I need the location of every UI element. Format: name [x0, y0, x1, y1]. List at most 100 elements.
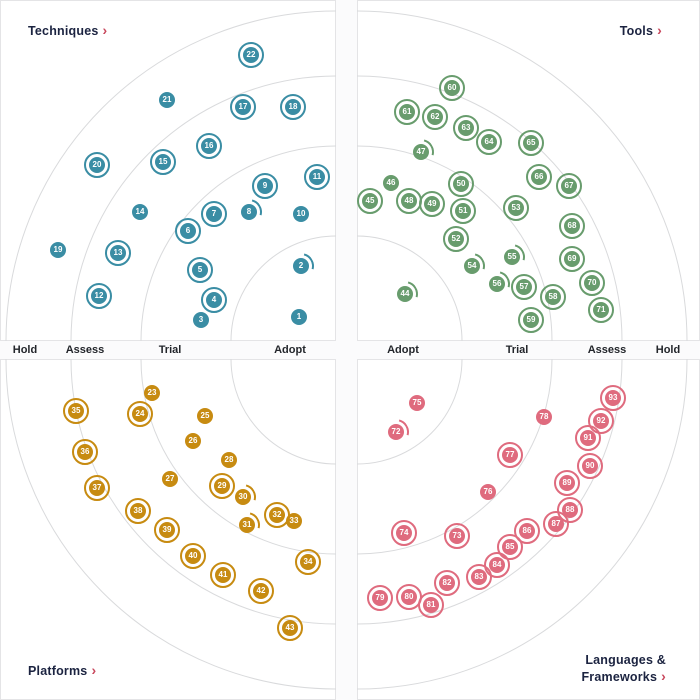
- blip[interactable]: 76: [480, 484, 496, 500]
- blip[interactable]: 30: [235, 489, 251, 505]
- quadrant-link-platforms[interactable]: Platforms ›: [28, 662, 96, 678]
- blip[interactable]: 58: [540, 284, 566, 310]
- blip[interactable]: 68: [559, 213, 585, 239]
- blip[interactable]: 23: [144, 385, 160, 401]
- blip[interactable]: 50: [448, 171, 474, 197]
- blip[interactable]: 79: [367, 585, 393, 611]
- blip[interactable]: 13: [105, 240, 131, 266]
- blip[interactable]: 27: [162, 471, 178, 487]
- blip[interactable]: 52: [443, 226, 469, 252]
- blip[interactable]: 39: [154, 517, 180, 543]
- blip[interactable]: 40: [180, 543, 206, 569]
- blip[interactable]: 70: [579, 270, 605, 296]
- blip[interactable]: 62: [422, 104, 448, 130]
- blip[interactable]: 89: [554, 470, 580, 496]
- blip[interactable]: 80: [396, 584, 422, 610]
- blip[interactable]: 20: [84, 152, 110, 178]
- blip[interactable]: 49: [419, 191, 445, 217]
- blip[interactable]: 74: [391, 520, 417, 546]
- blip[interactable]: 41: [210, 562, 236, 588]
- blip[interactable]: 32: [264, 502, 290, 528]
- blip[interactable]: 90: [577, 453, 603, 479]
- blip[interactable]: 63: [453, 115, 479, 141]
- blip[interactable]: 46: [383, 175, 399, 191]
- blip[interactable]: 28: [221, 452, 237, 468]
- blip[interactable]: 64: [476, 129, 502, 155]
- blip[interactable]: 11: [304, 164, 330, 190]
- blip[interactable]: 18: [280, 94, 306, 120]
- blip[interactable]: 45: [357, 188, 383, 214]
- blip[interactable]: 6: [175, 218, 201, 244]
- blip[interactable]: 86: [514, 518, 540, 544]
- blip[interactable]: 1: [291, 309, 307, 325]
- blip[interactable]: 83: [466, 564, 492, 590]
- blip[interactable]: 85: [497, 534, 523, 560]
- blip[interactable]: 36: [72, 439, 98, 465]
- blip[interactable]: 48: [396, 188, 422, 214]
- blip[interactable]: 26: [185, 433, 201, 449]
- blip[interactable]: 35: [63, 398, 89, 424]
- blip[interactable]: 84: [484, 552, 510, 578]
- blip[interactable]: 88: [557, 497, 583, 523]
- blip[interactable]: 21: [159, 92, 175, 108]
- ring-arc: [140, 145, 337, 342]
- blip[interactable]: 56: [489, 276, 505, 292]
- blip[interactable]: 7: [201, 201, 227, 227]
- blip[interactable]: 4: [201, 287, 227, 313]
- ring-label-adopt-right: Adopt: [387, 344, 419, 356]
- blip[interactable]: 10: [293, 206, 309, 222]
- blip[interactable]: 78: [536, 409, 552, 425]
- blip[interactable]: 38: [125, 498, 151, 524]
- blip[interactable]: 19: [50, 242, 66, 258]
- blip[interactable]: 87: [543, 511, 569, 537]
- blip[interactable]: 55: [504, 249, 520, 265]
- blip[interactable]: 51: [450, 198, 476, 224]
- blip[interactable]: 29: [209, 473, 235, 499]
- blip[interactable]: 59: [518, 307, 544, 333]
- quadrant-link-tools[interactable]: Tools ›: [620, 22, 662, 38]
- blip[interactable]: 72: [388, 424, 404, 440]
- blip[interactable]: 37: [84, 475, 110, 501]
- blip[interactable]: 22: [238, 42, 264, 68]
- blip[interactable]: 43: [277, 615, 303, 641]
- blip[interactable]: 66: [526, 164, 552, 190]
- blip[interactable]: 91: [575, 425, 601, 451]
- blip[interactable]: 15: [150, 149, 176, 175]
- blip[interactable]: 53: [503, 195, 529, 221]
- blip[interactable]: 61: [394, 99, 420, 125]
- blip[interactable]: 12: [86, 283, 112, 309]
- blip[interactable]: 47: [413, 144, 429, 160]
- blip[interactable]: 3: [193, 312, 209, 328]
- blip[interactable]: 92: [588, 408, 614, 434]
- blip[interactable]: 9: [252, 173, 278, 199]
- blip[interactable]: 33: [286, 513, 302, 529]
- blip[interactable]: 67: [556, 173, 582, 199]
- blip[interactable]: 24: [127, 401, 153, 427]
- blip[interactable]: 8: [241, 204, 257, 220]
- blip[interactable]: 17: [230, 94, 256, 120]
- blip[interactable]: 75: [409, 395, 425, 411]
- blip[interactable]: 71: [588, 297, 614, 323]
- blip[interactable]: 5: [187, 257, 213, 283]
- blip[interactable]: 31: [239, 517, 255, 533]
- blip[interactable]: 16: [196, 133, 222, 159]
- blip[interactable]: 42: [248, 578, 274, 604]
- blip[interactable]: 54: [464, 258, 480, 274]
- blip[interactable]: 82: [434, 570, 460, 596]
- blip[interactable]: 65: [518, 130, 544, 156]
- blip[interactable]: 69: [559, 246, 585, 272]
- blip[interactable]: 57: [511, 274, 537, 300]
- quadrant-link-techniques[interactable]: Techniques ›: [28, 22, 107, 38]
- blip[interactable]: 25: [197, 408, 213, 424]
- chevron-right-icon: ›: [657, 22, 662, 38]
- blip[interactable]: 34: [295, 549, 321, 575]
- blip[interactable]: 77: [497, 442, 523, 468]
- quadrant-link-languages-frameworks[interactable]: Languages & Frameworks ›: [570, 653, 666, 686]
- blip[interactable]: 73: [444, 523, 470, 549]
- blip[interactable]: 2: [293, 258, 309, 274]
- blip[interactable]: 81: [418, 592, 444, 618]
- blip[interactable]: 44: [397, 286, 413, 302]
- blip[interactable]: 14: [132, 204, 148, 220]
- blip[interactable]: 93: [600, 385, 626, 411]
- blip[interactable]: 60: [439, 75, 465, 101]
